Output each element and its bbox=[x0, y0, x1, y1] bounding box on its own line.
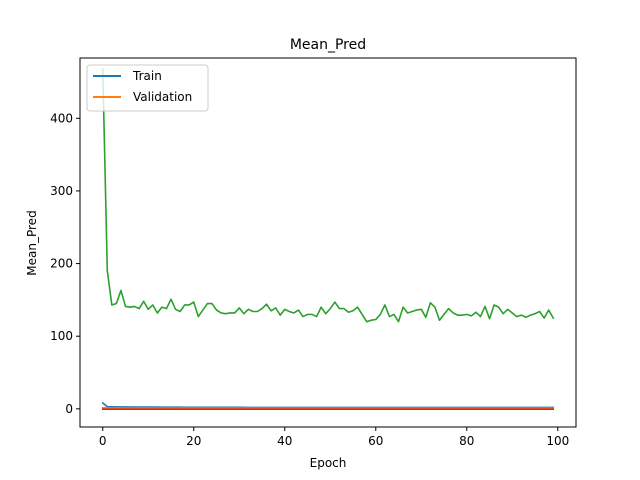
y-tick-label: 0 bbox=[65, 402, 73, 416]
x-axis-label: Epoch bbox=[310, 456, 347, 470]
y-axis-ticks: 0 100 200 300 400 bbox=[50, 111, 80, 416]
x-tick-label: 0 bbox=[99, 434, 107, 448]
y-tick-label: 400 bbox=[50, 111, 73, 125]
x-tick-label: 60 bbox=[368, 434, 383, 448]
legend-label-train: Train bbox=[132, 69, 162, 83]
y-tick-label: 200 bbox=[50, 257, 73, 271]
y-axis-label: Mean_Pred bbox=[25, 210, 39, 275]
x-tick-label: 40 bbox=[277, 434, 292, 448]
x-tick-label: 20 bbox=[186, 434, 201, 448]
x-tick-label: 80 bbox=[459, 434, 474, 448]
y-tick-label: 300 bbox=[50, 184, 73, 198]
x-tick-label: 100 bbox=[546, 434, 569, 448]
series-layer bbox=[101, 68, 555, 411]
series-line-series-3 bbox=[101, 68, 555, 323]
plot-area-frame bbox=[79, 57, 577, 428]
x-axis-ticks: 0 20 40 60 80 100 bbox=[99, 427, 569, 448]
y-tick-label: 100 bbox=[50, 329, 73, 343]
legend: Train Validation bbox=[86, 64, 209, 112]
chart-title: Mean_Pred bbox=[290, 37, 366, 53]
legend-label-validation: Validation bbox=[133, 90, 192, 104]
